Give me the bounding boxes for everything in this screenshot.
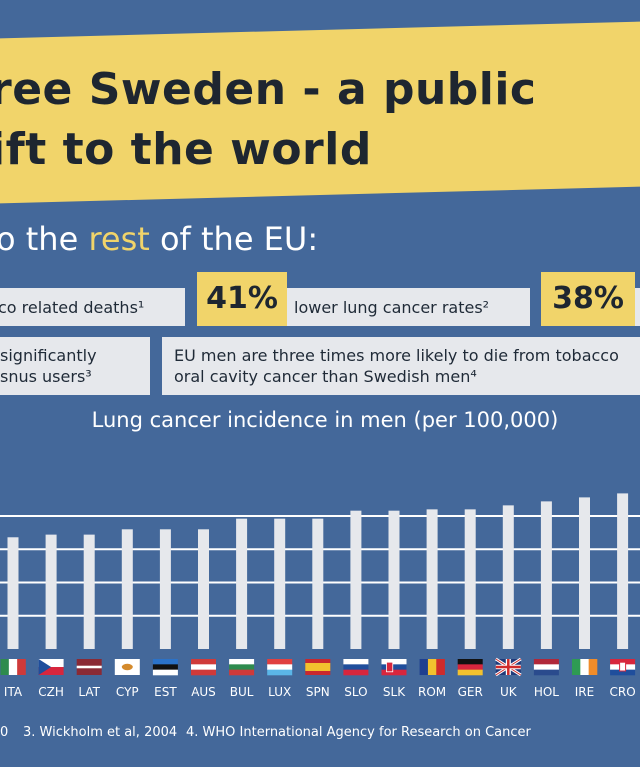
bar-cro (617, 493, 629, 649)
tick-label-aus: AUS (191, 685, 216, 699)
bar-ire (579, 497, 590, 649)
bar-lat (83, 534, 95, 649)
stat-oral-line1: EU men are three times more likely to di… (174, 346, 619, 365)
footnote-ref4: 4. WHO International Agency for Research… (186, 725, 531, 740)
flag-icon-hol (533, 659, 559, 676)
tick-label-cyp: CYP (116, 685, 139, 699)
tick-label-ire: IRE (575, 685, 594, 699)
bar-slk (388, 510, 400, 649)
bar-aus (198, 529, 209, 649)
flag-icon-rom (419, 659, 445, 675)
flag-icon-spn (305, 659, 331, 675)
bar-hol (540, 501, 552, 649)
section-heading-post: of the EU: (149, 220, 319, 258)
tick-label-spn: SPN (306, 685, 330, 699)
section-heading: o the rest of the EU: (0, 220, 318, 258)
tick-label-ita: ITA (4, 685, 23, 699)
flag-icon-slo (343, 659, 369, 676)
badge-38-text: 38% (552, 281, 624, 316)
section-heading-highlight: rest (88, 220, 150, 258)
bar-chart: ITA CZH LAT CYP EST AUS BUL LUX SPN SLO SLK ROM GER U… (0, 493, 640, 699)
stat-deaths-text: co related deaths¹ (0, 298, 145, 317)
stat-snus-line2: snus users³ (0, 367, 92, 386)
flag-icon-aus (191, 659, 216, 676)
stat-lung-text: lower lung cancer rates² (294, 298, 490, 317)
tick-label-ger: GER (458, 685, 483, 699)
stat-snus-line1: significantly (0, 346, 97, 365)
badge-38-edge (635, 288, 640, 326)
chart-flags (0, 657, 636, 677)
badge-41-text: 41% (206, 281, 278, 316)
bar-ita (7, 537, 19, 649)
badge-38-percent: 38% (541, 272, 635, 326)
flag-icon-est (152, 659, 178, 676)
chart-bars (7, 493, 629, 649)
tick-label-est: EST (154, 685, 177, 699)
bar-est (159, 529, 171, 649)
flag-icon-cro (610, 659, 636, 676)
flag-icon-uk (494, 657, 522, 677)
flag-icon-slk (381, 659, 407, 676)
tick-label-slk: SLK (383, 685, 406, 699)
stat-box-lung: lower lung cancer rates² (287, 288, 530, 326)
tick-label-rom: ROM (418, 685, 446, 699)
bar-bul (236, 518, 248, 649)
chart-tick-labels: ITA CZH LAT CYP EST AUS BUL LUX SPN SLO SLK ROM GER U… (4, 685, 636, 699)
flag-icon-ger (457, 659, 483, 676)
tick-label-slo: SLO (344, 685, 367, 699)
tick-label-bul: BUL (230, 685, 254, 699)
tick-label-hol: HOL (534, 685, 559, 699)
flag-icon-bul (229, 659, 255, 676)
flag-icon-lat (76, 659, 102, 675)
bar-slo (350, 510, 362, 649)
stat-oral-line2: oral cavity cancer than Swedish men⁴ (174, 367, 477, 386)
section-heading-pre: o the (0, 220, 89, 258)
stat-box-oral-cancer: EU men are three times more likely to di… (162, 337, 640, 395)
bar-cyp (121, 529, 133, 649)
tick-label-cro: CRO (610, 685, 636, 699)
bar-uk (502, 505, 514, 649)
bar-ger (464, 509, 476, 649)
footnote-ref-a: 0 (0, 725, 9, 740)
badge-41-percent: 41% (197, 272, 287, 326)
tick-label-czh: CZH (38, 685, 64, 699)
stat-box-snus: significantly snus users³ (0, 337, 150, 395)
tick-label-lat: LAT (78, 685, 100, 699)
flag-icon-ita (0, 659, 26, 675)
footnote-ref3: 3. Wickholm et al, 2004 (23, 725, 178, 740)
page-title-line1: ree Sweden - a public (0, 64, 537, 115)
tick-label-lux: LUX (268, 685, 291, 699)
flag-icon-ire (572, 659, 598, 675)
tick-label-uk: UK (500, 685, 518, 699)
bar-lux (274, 518, 286, 649)
chart-title: Lung cancer incidence in men (per 100,00… (91, 408, 559, 432)
stat-box-deaths: co related deaths¹ (0, 288, 185, 326)
bar-spn (312, 518, 324, 649)
bar-czh (45, 534, 57, 649)
bar-rom (426, 509, 438, 649)
flag-icon-czh (38, 659, 64, 675)
page-title-line2: ift to the world (0, 124, 372, 175)
flag-icon-cyp (114, 659, 140, 675)
flag-icon-lux (267, 659, 293, 676)
